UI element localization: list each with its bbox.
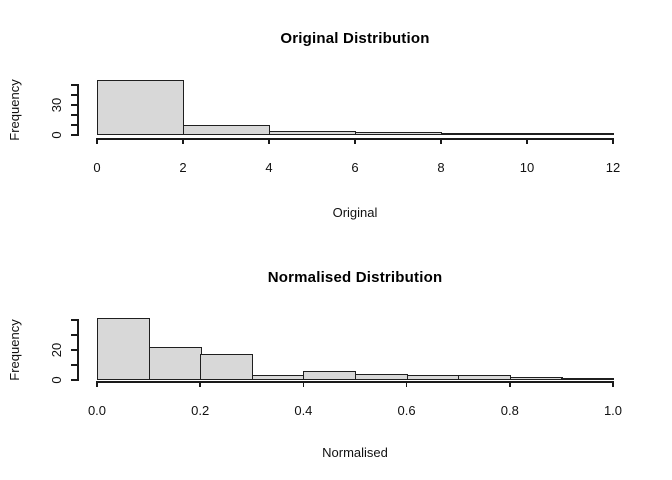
x-tick-label: 0.2 [191, 403, 210, 418]
x-tick [526, 138, 528, 144]
x-tick-label: 10 [519, 160, 535, 175]
x-tick-label: 0 [93, 160, 101, 175]
y-axis-line [77, 319, 79, 381]
chart-title: Normalised Distribution [267, 269, 443, 286]
x-tick [405, 381, 408, 387]
histogram-bar [183, 125, 270, 135]
y-tick [71, 349, 77, 351]
y-tick [71, 94, 77, 96]
x-tick [96, 138, 98, 144]
y-tick [71, 84, 77, 86]
histogram-bar [97, 80, 184, 135]
x-tick-label: 4 [265, 160, 273, 175]
y-tick-label: 20 [49, 342, 64, 358]
y-axis-label: Frequency [7, 79, 22, 141]
histogram-bar [527, 133, 614, 135]
x-axis-label: Original [332, 205, 378, 220]
x-tick-label: 0.6 [397, 403, 416, 418]
y-tick [71, 124, 77, 126]
x-tick [612, 381, 614, 387]
histogram-bar [303, 371, 356, 380]
x-tick [302, 381, 305, 387]
histogram-bar [355, 374, 408, 380]
y-tick [71, 114, 77, 116]
y-tick [71, 134, 77, 136]
histogram-bar [561, 378, 614, 380]
y-tick [71, 104, 77, 106]
x-tick [199, 381, 201, 387]
histogram-bar [458, 375, 511, 380]
histogram-bar [441, 133, 528, 135]
y-tick [71, 379, 77, 381]
x-tick-label: 0.4 [294, 403, 313, 418]
y-tick [71, 319, 77, 321]
x-tick-label: 2 [179, 160, 187, 175]
x-tick-label: 8 [437, 160, 445, 175]
x-axis-line [96, 381, 614, 383]
histogram-bar [252, 375, 305, 380]
x-tick [354, 138, 356, 144]
x-tick-label: 0.8 [500, 403, 519, 418]
histogram-bar [149, 347, 202, 380]
histogram-bar [97, 318, 150, 380]
x-tick-label: 0.0 [87, 403, 107, 418]
x-tick-label: 12 [605, 160, 621, 175]
y-tick-label: 30 [49, 97, 64, 113]
histogram-bar [407, 375, 460, 380]
histogram-bar [510, 377, 563, 380]
x-tick [509, 381, 511, 387]
x-tick [440, 138, 442, 144]
chart-title: Original Distribution [280, 30, 430, 47]
x-tick [268, 138, 270, 144]
histogram-bar [200, 354, 253, 380]
y-tick [71, 334, 77, 336]
histogram-bar [269, 131, 356, 135]
x-tick [182, 138, 184, 144]
x-axis-label: Normalised [322, 445, 388, 460]
x-tick [96, 381, 98, 387]
x-tick-label: 1.0 [603, 403, 623, 418]
x-tick-label: 6 [351, 160, 359, 175]
histogram-bar [355, 132, 442, 135]
x-tick [612, 138, 614, 144]
y-axis-label: Frequency [7, 319, 22, 381]
y-axis-line [77, 84, 79, 136]
y-tick [71, 364, 77, 366]
